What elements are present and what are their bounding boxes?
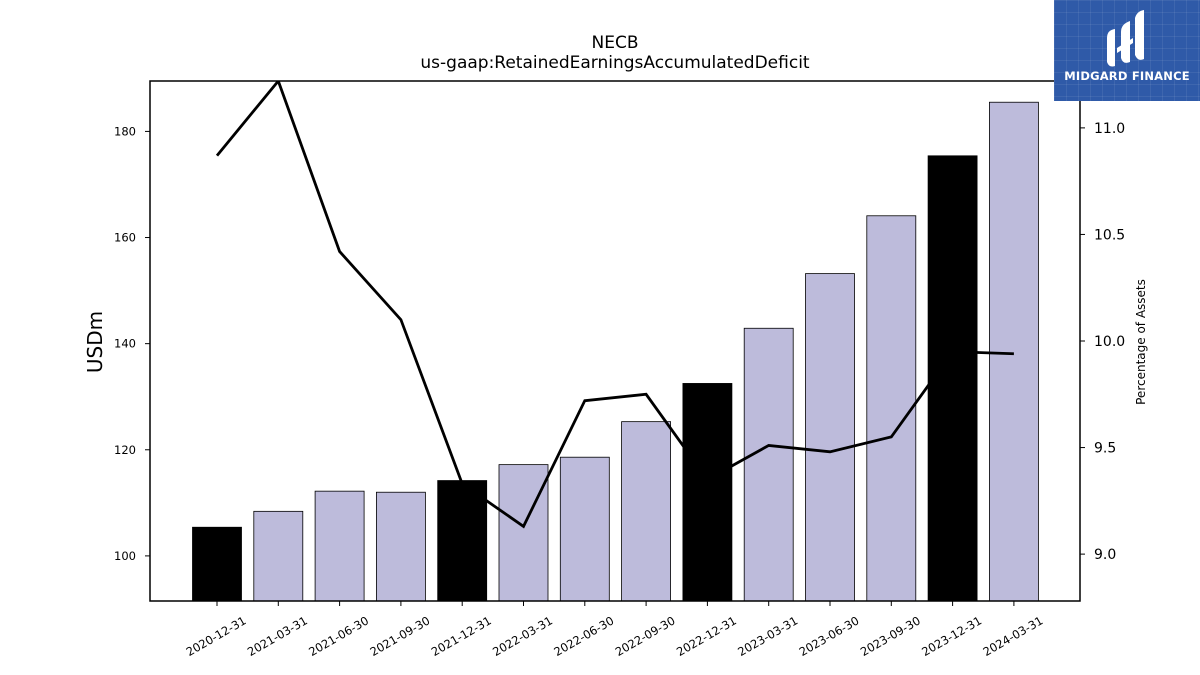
bar-2020-12-31 bbox=[192, 526, 242, 602]
x-tick-label: 2022-03-31 bbox=[490, 613, 555, 659]
y-axis-ticks: 100 120 140 160 180 bbox=[114, 124, 150, 563]
bar-2022-09-30 bbox=[621, 421, 671, 602]
x-tick-label: 2023-06-30 bbox=[797, 613, 862, 659]
midgard-logo-icon bbox=[1107, 10, 1144, 67]
bar-2022-12-31 bbox=[682, 383, 733, 602]
x-tick-label: 2021-12-31 bbox=[429, 613, 494, 659]
y-tick-label: 120 bbox=[114, 443, 136, 457]
x-tick-label: 2023-12-31 bbox=[919, 613, 984, 659]
y-tick-label: 140 bbox=[114, 337, 136, 351]
x-tick-label: 2022-09-30 bbox=[613, 613, 678, 659]
x-tick-label: 2021-09-30 bbox=[368, 613, 433, 659]
y-tick-label: 100 bbox=[114, 549, 136, 563]
chart-title: NECB bbox=[592, 33, 639, 53]
y-tick-label: 180 bbox=[114, 124, 136, 138]
y2-axis-ticks: 9.0 9.5 10.0 10.5 11.0 bbox=[1080, 121, 1125, 563]
percentage-of-assets-line bbox=[215, 81, 1014, 529]
y2-tick-label: 11.0 bbox=[1094, 121, 1125, 137]
bar-series bbox=[192, 101, 1039, 602]
bar-2023-09-30 bbox=[866, 215, 917, 602]
brand-name: MIDGARD FINANCE bbox=[1064, 69, 1190, 83]
x-tick-label: 2022-12-31 bbox=[674, 613, 739, 659]
bar-2023-03-31 bbox=[743, 327, 794, 602]
bar-2021-03-31 bbox=[253, 510, 304, 602]
x-tick-label: 2020-12-31 bbox=[184, 613, 249, 659]
midgard-finance-logo: MIDGARD FINANCE bbox=[1054, 0, 1200, 101]
y-tick-label: 160 bbox=[114, 231, 136, 245]
x-tick-label: 2022-06-30 bbox=[551, 613, 616, 659]
y2-tick-label: 10.0 bbox=[1094, 334, 1125, 350]
x-tick-label: 2021-03-31 bbox=[245, 613, 310, 659]
x-tick-label: 2023-03-31 bbox=[735, 613, 800, 659]
y2-axis-label: Percentage of Assets bbox=[1134, 279, 1148, 405]
chart-subtitle: us-gaap:RetainedEarningsAccumulatedDefic… bbox=[420, 53, 810, 73]
x-tick-label: 2024-03-31 bbox=[981, 613, 1046, 659]
line-series bbox=[215, 81, 1014, 529]
y-axis-label: USDm bbox=[83, 311, 107, 373]
bar-2022-03-31 bbox=[498, 464, 549, 602]
y2-tick-label: 9.0 bbox=[1094, 547, 1116, 563]
bar-2023-06-30 bbox=[805, 273, 855, 602]
bar-2021-09-30 bbox=[375, 491, 426, 602]
x-tick-label: 2023-09-30 bbox=[858, 613, 923, 659]
bar-2022-06-30 bbox=[559, 456, 610, 602]
bar-2021-12-31 bbox=[437, 480, 488, 602]
x-axis-ticks: 2020-12-312021-03-312021-06-302021-09-30… bbox=[184, 601, 1046, 659]
y2-tick-label: 10.5 bbox=[1094, 227, 1125, 243]
x-tick-label: 2021-06-30 bbox=[306, 613, 371, 659]
bar-2023-12-31 bbox=[927, 155, 978, 602]
y2-tick-label: 9.5 bbox=[1094, 441, 1116, 457]
bar-2024-03-31 bbox=[989, 101, 1039, 602]
bar-2021-06-30 bbox=[314, 490, 365, 602]
